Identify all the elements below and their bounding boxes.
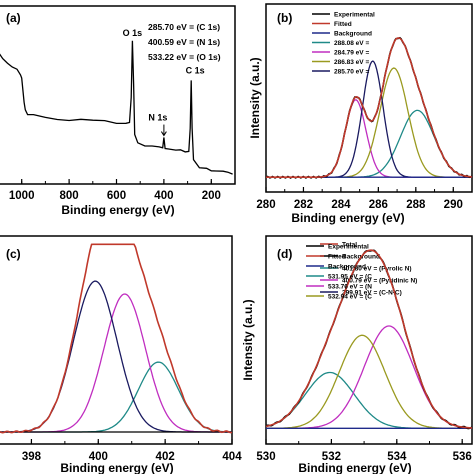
panel-b-x-axis-title: Binding energy (eV) xyxy=(291,211,404,225)
legend-entry: Background xyxy=(334,30,372,37)
legend-entry: Experimental xyxy=(328,243,369,250)
panel-a-series xyxy=(0,40,233,175)
panel-c-label: (c) xyxy=(6,247,21,261)
panel-d-legend: Experimental Fitted Background 531.95 eV = … xyxy=(306,243,372,300)
panel-b-series xyxy=(265,36,473,179)
series-line-400-79-ev-pyridinic-n- xyxy=(0,293,232,433)
panel-d-y-axis-title: Intensity (a.u.) xyxy=(241,299,255,380)
x-tick-label: 280 xyxy=(256,199,275,211)
panel-c-frame xyxy=(0,235,233,445)
series-line-399-91-ev-c-n-c- xyxy=(0,280,232,433)
panel-d-x-axis-title: Binding energy (eV) xyxy=(298,461,411,474)
series-line-284-79-ev- xyxy=(266,99,472,178)
series-line-fitted xyxy=(265,249,472,429)
x-tick-label: 402 xyxy=(156,451,175,463)
panel-a-x-ticks: 1000 800 600 400 200 xyxy=(9,179,236,202)
panel-d-series xyxy=(265,249,473,430)
panel-a-peak-labels: O 1s N 1s C 1s xyxy=(123,28,205,137)
survey-spectrum-line xyxy=(0,40,233,175)
legend-entry: 532.94 eV = (C xyxy=(328,293,372,300)
panel-a-annotation-1: 285.70 eV = (C 1s) xyxy=(148,22,220,32)
x-tick-label: 398 xyxy=(22,451,42,463)
panel-b-frame xyxy=(265,3,473,193)
panel-a-frame xyxy=(0,5,236,185)
legend-entry: Fitted xyxy=(328,253,346,260)
panel-a-x-axis-title: Binding energy (eV) xyxy=(61,203,174,217)
series-line-531-95-ev-c xyxy=(265,371,472,429)
legend-entry: Fitted xyxy=(334,21,352,28)
panel-b: (b) Intensity (a.u.) 280 282 284 286 288 290 … xyxy=(248,3,473,225)
panel-c-series xyxy=(0,243,233,434)
legend-entry: 400.79 eV = (Pyridinic N) xyxy=(342,277,417,284)
legend-entry: 399.91 eV = (C-N-C) xyxy=(342,289,402,296)
x-tick-label: 534 xyxy=(387,451,407,463)
series-line-fitted xyxy=(266,37,473,178)
panel-d-label: (d) xyxy=(277,247,292,261)
panel-b-label: (b) xyxy=(277,11,292,25)
x-tick-label: 200 xyxy=(202,190,221,202)
peak-label: O 1s xyxy=(123,28,143,38)
panel-c-x-ticks: 398 400 402 404 xyxy=(22,439,242,463)
panel-d: (d) Intensity (a.u.) 530 532 534 536 Experi… xyxy=(241,235,473,474)
series-line-286-83-ev- xyxy=(266,67,472,178)
x-tick-label: 286 xyxy=(369,199,388,211)
series-line-total xyxy=(0,243,233,434)
panel-a-label: (a) xyxy=(6,11,21,25)
x-tick-label: 536 xyxy=(453,451,472,463)
legend-entry: 401.80 eV = (Pyrolic N) xyxy=(342,265,412,272)
legend-entry: 531.95 eV = (C xyxy=(328,273,372,280)
x-tick-label: 400 xyxy=(89,451,108,463)
panel-a-annotation-3: 533.22 eV = (O 1s) xyxy=(148,52,221,62)
x-tick-label: 1000 xyxy=(9,190,35,202)
peak-label: N 1s xyxy=(148,113,167,123)
panel-b-y-axis-title: Intensity (a.u.) xyxy=(248,57,262,138)
peak-label: C 1s xyxy=(186,65,205,75)
panel-a-annotation-2: 400.59 eV = (N 1s) xyxy=(148,37,220,47)
x-tick-label: 800 xyxy=(60,190,79,202)
panel-b-legend: Experimental Fitted Background 288.08 eV = 2… xyxy=(312,11,375,75)
legend-entry: 288.08 eV = xyxy=(334,40,369,47)
legend-entry: 286.83 eV = xyxy=(334,59,369,66)
x-tick-label: 600 xyxy=(107,190,126,202)
x-tick-label: 288 xyxy=(406,199,426,211)
panel-b-x-ticks: 280 282 284 286 288 290 xyxy=(256,187,473,211)
legend-entry: 285.70 eV = xyxy=(334,68,369,75)
panel-d-frame xyxy=(265,235,473,445)
legend-entry: Experimental xyxy=(334,11,375,18)
legend-entry: Total xyxy=(342,241,357,248)
panel-c-x-axis-title: Binding energy (eV) xyxy=(60,461,173,474)
x-tick-label: 404 xyxy=(222,451,242,463)
x-tick-label: 400 xyxy=(154,190,173,202)
x-tick-label: 282 xyxy=(294,199,313,211)
legend-entry: Background xyxy=(328,263,366,270)
panel-d-x-ticks: 530 532 534 536 xyxy=(256,439,472,463)
series-line-532-94-ev-c xyxy=(266,334,472,429)
x-tick-label: 530 xyxy=(256,451,275,463)
x-tick-label: 532 xyxy=(322,451,341,463)
x-tick-label: 290 xyxy=(444,199,463,211)
legend-entry: 533.76 eV = (N xyxy=(328,283,372,290)
panel-a: (a) 285.70 eV = (C 1s) 400.59 eV = (N 1s… xyxy=(0,5,236,217)
peak-arrow-head xyxy=(160,131,167,137)
x-tick-label: 284 xyxy=(331,199,351,211)
legend-entry: 284.79 eV = xyxy=(334,49,369,56)
